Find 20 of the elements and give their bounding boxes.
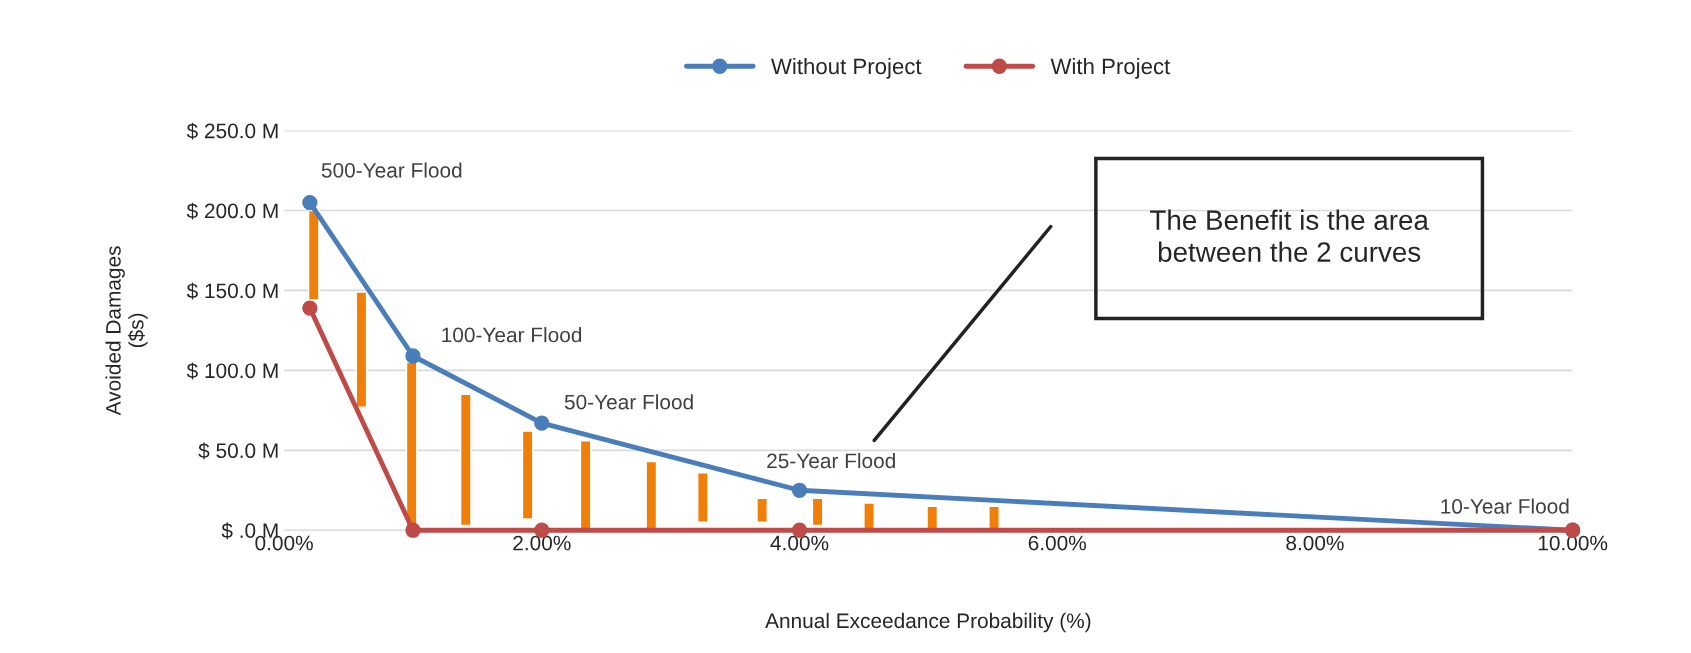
annotation: 10-Year Flood — [1441, 498, 1569, 514]
y-tick-label: $ 150.0 M — [186, 282, 278, 300]
annotation: 100-Year Flood — [442, 327, 582, 343]
legend-label: Without Project — [771, 57, 922, 79]
x-tick-label: 6.00% — [1028, 535, 1087, 551]
y-tick-label: $ 200.0 M — [186, 202, 278, 220]
x-tick-label: 8.00% — [1286, 535, 1344, 551]
x-tick-label: 10.00% — [1538, 535, 1608, 551]
annotation: The Benefit is the area between the 2 curves — [1150, 209, 1429, 262]
x-tick-label: 4.00% — [770, 535, 829, 551]
y-axis-title: Avoided Damages ($s) — [105, 246, 148, 416]
annotation: 50-Year Flood — [564, 394, 693, 410]
legend-label: With Project — [1050, 57, 1171, 79]
y-tick-label: $ 100.0 M — [186, 362, 278, 380]
y-tick-label: $ 50.0 M — [198, 442, 278, 460]
x-axis-title: Annual Exceedance Probability (%) — [765, 612, 1091, 633]
annotation: 25-Year Flood — [767, 452, 895, 469]
y-tick-label: $ 250.0 M — [186, 122, 278, 140]
annotation: 500-Year Flood — [321, 162, 462, 178]
x-tick-label: 2.00% — [513, 535, 571, 551]
